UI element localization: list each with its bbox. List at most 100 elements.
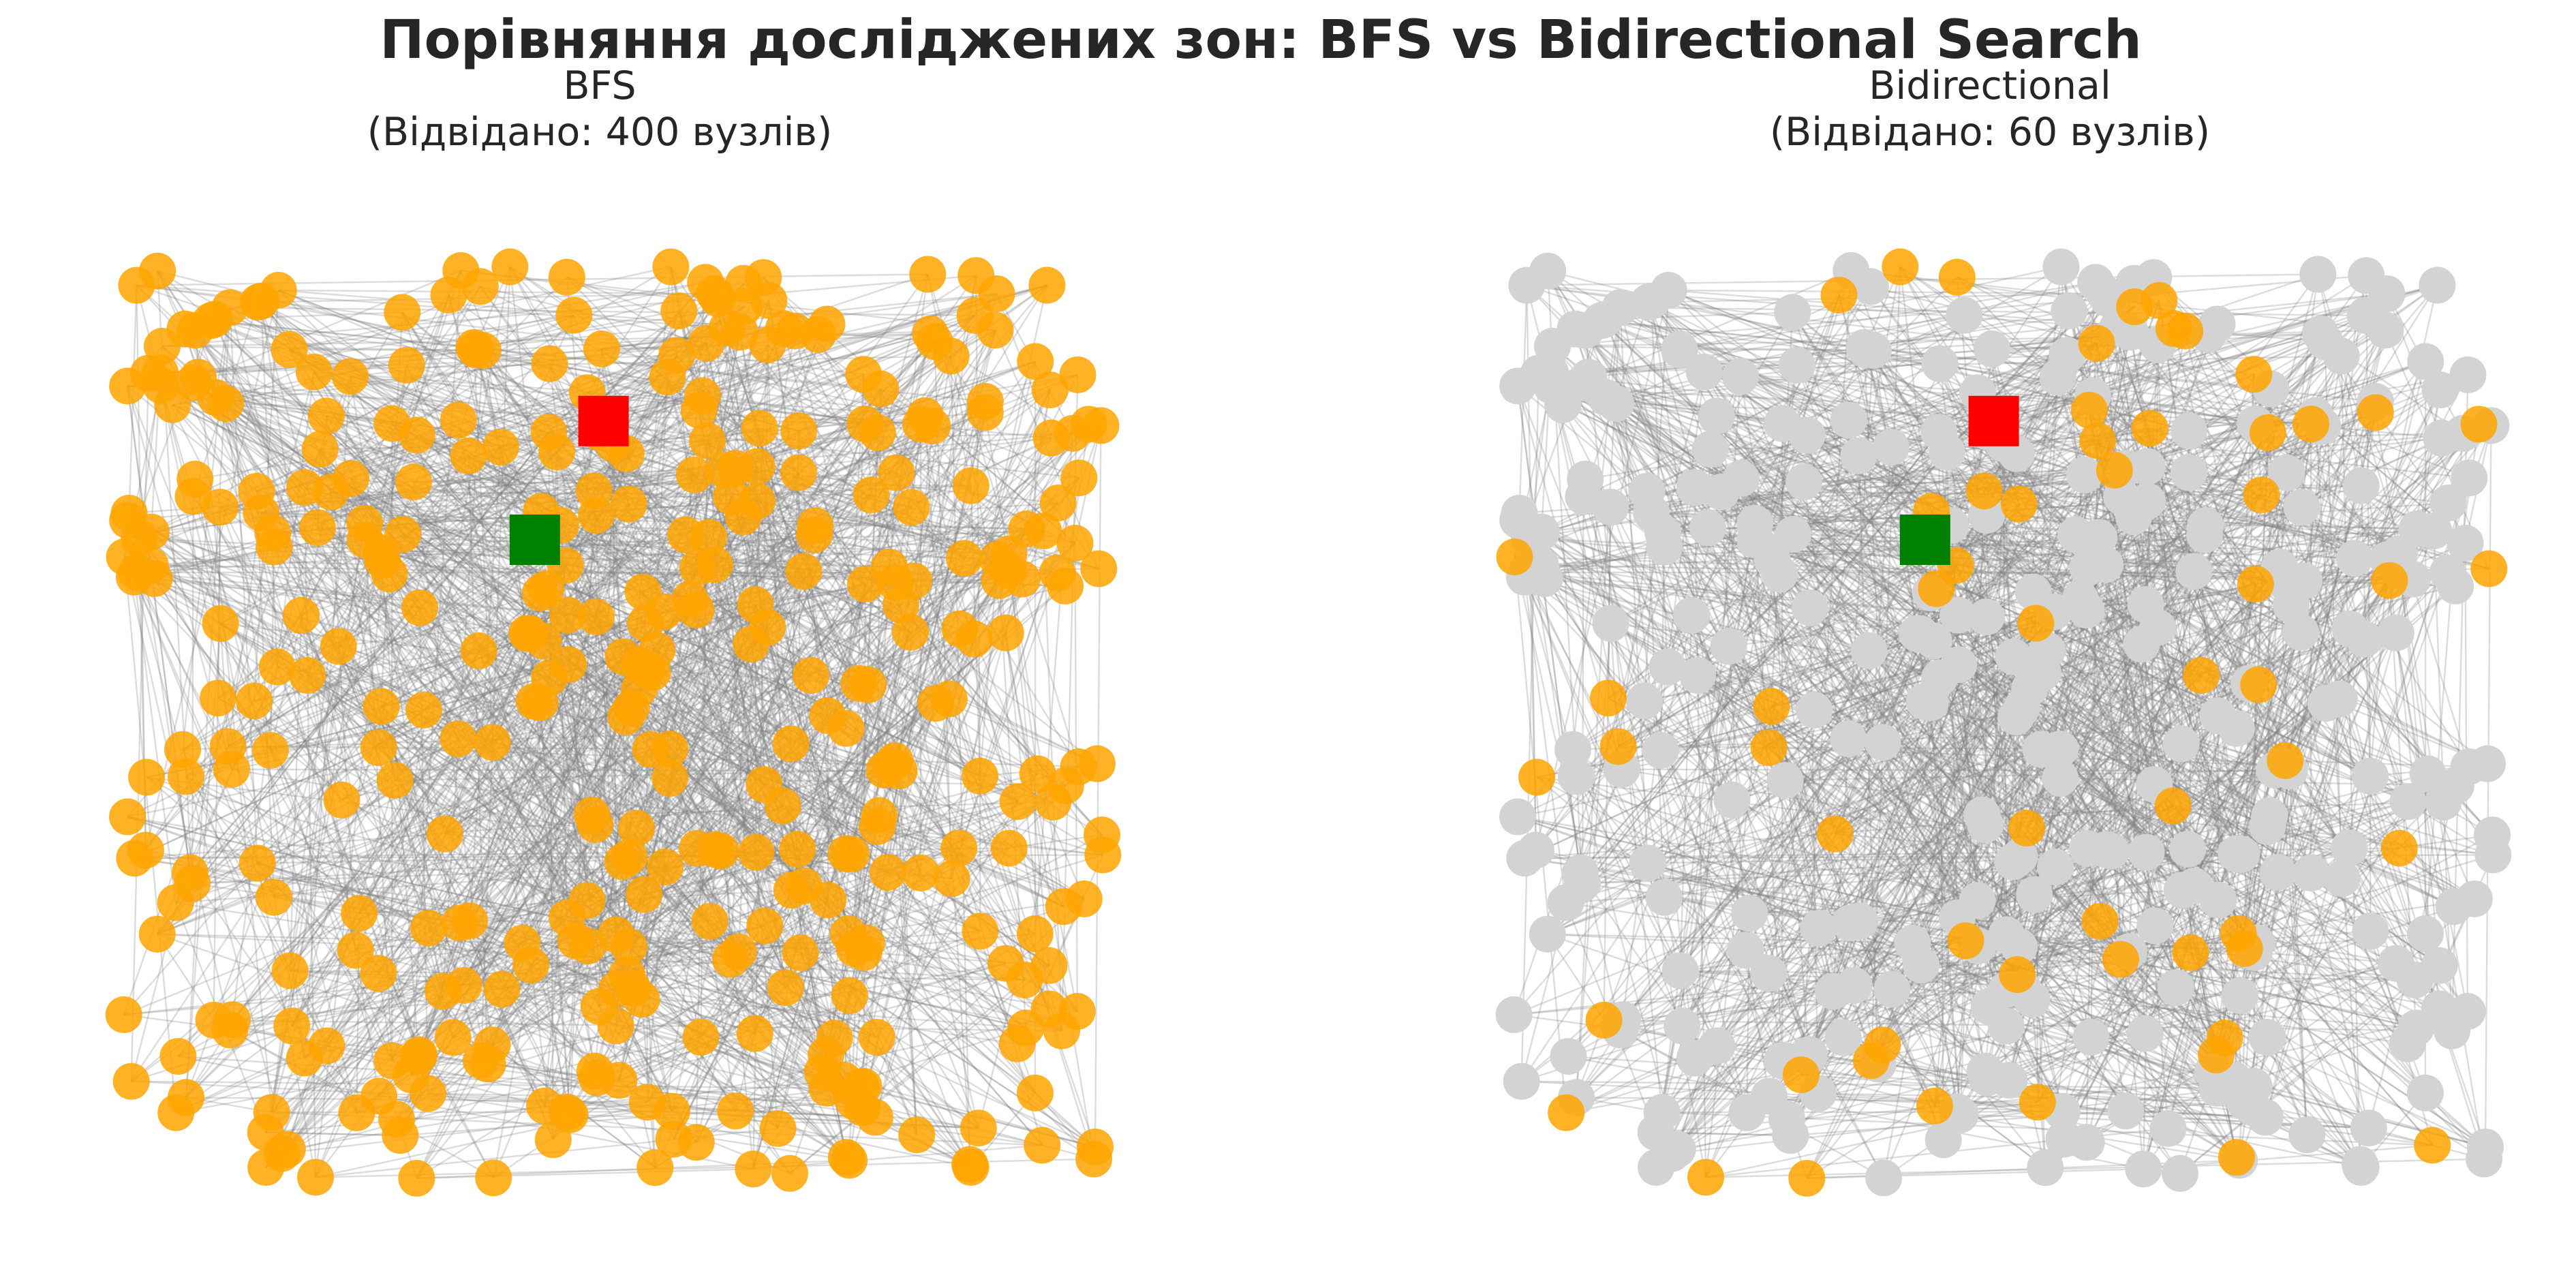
graph-edge [2236,638,2365,729]
visited-node [1024,1127,1061,1164]
visited-node [1750,729,1788,767]
visited-node [1076,1128,1114,1165]
graph-edge [378,626,769,1097]
graph-edge [1575,776,1810,1057]
graph-edge [1007,570,1039,774]
graph-edge [304,925,765,1059]
graph-edge [138,538,495,1178]
graph-edge [628,946,847,1159]
graph-edge [1935,323,2218,590]
graph-edge [146,776,587,902]
graph-edge [319,448,855,1102]
graph-edge [1946,452,2092,1038]
unvisited-node [2288,1116,2326,1154]
graph-edge [1529,538,2046,1169]
visited-node [998,1025,1036,1062]
visited-node [785,553,823,590]
graph-edge [2059,582,2286,779]
graph-edge [136,571,1050,1010]
graph-edge [2057,377,2174,806]
graph-edge [358,604,756,915]
visited-node [759,1109,797,1147]
graph-edge [153,578,482,1061]
visited-node [1753,688,1790,725]
graph-edge [1770,552,1810,1056]
unvisited-node [1702,473,1740,510]
visited-node [796,516,833,553]
graph-edge [2143,581,2305,1169]
graph-edge [123,556,231,1030]
graph-edge [278,289,1023,580]
unvisited-node [1845,328,1883,366]
graph-edge [731,495,1099,570]
visited-node [578,1059,615,1097]
graph-edge [469,920,598,1079]
unvisited-node [1673,597,1711,634]
graph-edge [2173,328,2260,686]
graph-edge [1704,281,2096,373]
graph-edge [473,346,870,686]
graph-edge [2036,669,2400,849]
unvisited-node [1997,698,2035,735]
graph-edge [1661,942,1914,1114]
graph-edge [1933,814,1983,1107]
graph-edge [1565,902,2018,976]
visited-node [441,904,478,942]
graph-edge [214,318,1099,570]
unvisited-node [2407,343,2444,380]
graph-edge [1988,443,2004,1007]
graph-edge [2019,566,2280,858]
graph-edge [2215,579,2414,1056]
graph-edge [136,571,597,618]
graph-edge [1663,294,1840,898]
graph-edge [1541,531,2169,1129]
graph-edge [1956,277,2014,862]
graph-edge [1536,701,1925,778]
unvisited-node [2161,1154,2198,1192]
visited-node [2078,324,2115,362]
graph-edge [1565,738,1849,904]
graph-edge [382,333,931,562]
graph-edge [2097,440,2370,1129]
graph-edge [2107,298,2237,729]
graph-edge [2085,1033,2146,1143]
visited-node [1999,956,2036,994]
unvisited-node [1946,296,1983,334]
visited-node [1031,371,1069,409]
visited-node [109,798,147,836]
graph-edge [1582,431,1940,885]
graph-edge [794,331,915,581]
graph-edge [628,566,890,858]
visited-node [962,757,999,795]
graph-edge [1550,371,2365,640]
graph-edge [1800,502,2449,1075]
unvisited-node [2218,835,2255,872]
graph-edge [564,395,703,566]
unvisited-node [2466,1128,2504,1165]
graph-edge [2188,361,2426,432]
graph-edge [827,628,961,717]
graph-edge [1858,455,2241,1161]
graph-edge [895,472,1010,555]
unvisited-node [1663,1007,1701,1045]
visited-node [933,860,970,898]
graph-edge [231,688,640,771]
graph-edge [1772,333,2321,562]
graph-edge [1869,286,2408,1045]
unvisited-node [1501,495,1538,532]
visited-node [531,345,568,382]
graph-edge [1732,638,2365,801]
visited-node [990,829,1028,867]
visited-node [688,324,725,362]
graph-edge [136,539,365,574]
graph-edge [1552,346,2239,934]
graph-edge [405,365,628,975]
graph-edge [1749,664,2030,914]
visited-node [898,1116,936,1154]
visited-node [171,854,209,891]
graph-edge [798,430,1037,1094]
unvisited-node [2419,266,2456,304]
visited-node [1006,961,1043,998]
graph-edge [1619,307,1820,1094]
graph-edge [2061,775,2371,1112]
